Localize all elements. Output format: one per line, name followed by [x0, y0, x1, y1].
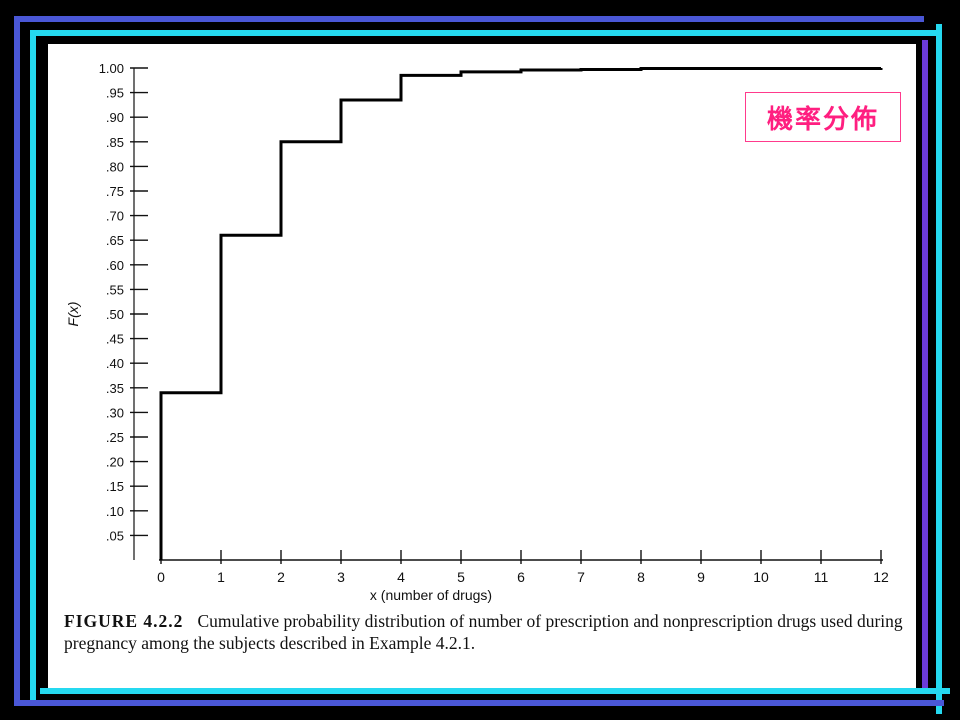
y-tick-label: .75 — [106, 184, 124, 199]
y-axis: .05 .10 .15 .20 .25 .30 .35 .40 .45 .50 .55 .60 .65.… — [99, 61, 148, 560]
x-tick-label: 9 — [697, 569, 705, 585]
caption-text: Cumulative probability distribution of n… — [64, 611, 903, 653]
x-tick-label: 10 — [753, 569, 769, 585]
y-tick-label: .95 — [106, 86, 124, 101]
x-axis: 0 1 2 3 4 5 6 7 8 9 10 11 12 — [157, 550, 889, 585]
frame-bar-top-cyan — [30, 30, 940, 36]
x-tick-label: 8 — [637, 569, 645, 585]
x-tick-label: 7 — [577, 569, 585, 585]
y-tick-label: .60 — [106, 258, 124, 273]
cdf-step-chart: .05 .10 .15 .20 .25 .30 .35 .40 .45 .50 .55 .60 .65.… — [65, 61, 889, 603]
frame-bar-right-violet — [922, 40, 928, 690]
x-tick-label: 1 — [217, 569, 225, 585]
x-tick-label: 11 — [814, 569, 829, 585]
y-tick-label: .35 — [106, 381, 124, 396]
cdf-series — [159, 66, 883, 560]
frame-bar-top-blue — [14, 16, 924, 22]
frame-bar-left-blue — [14, 16, 20, 706]
figure-caption: FIGURE 4.2.2 Cumulative probability distr… — [64, 610, 904, 654]
y-tick-label: .20 — [106, 455, 124, 470]
y-tick-label: .30 — [106, 405, 124, 420]
x-tick-label: 3 — [337, 569, 345, 585]
y-tick-label: .25 — [106, 430, 124, 445]
y-tick-label: .55 — [106, 282, 124, 297]
y-tick-label: .70 — [106, 209, 124, 224]
y-tick-label: .10 — [106, 504, 124, 519]
y-axis-label: F(x) — [65, 302, 81, 327]
x-tick-label: 0 — [157, 569, 165, 585]
y-tick-label: .90 — [106, 110, 124, 125]
x-tick-label: 2 — [277, 569, 285, 585]
x-axis-label: x (number of drugs) — [370, 587, 492, 603]
tag-label: 機率分佈 — [745, 92, 901, 142]
frame-bar-bottom-blue — [14, 700, 944, 706]
slide-panel: .05 .10 .15 .20 .25 .30 .35 .40 .45 .50 .55 .60 .65.… — [48, 44, 916, 688]
y-tick-label: .50 — [106, 307, 124, 322]
y-tick-label: .40 — [106, 356, 124, 371]
y-tick-label: .85 — [106, 135, 124, 150]
y-tick-label: .15 — [106, 479, 124, 494]
y-tick-label: 1.00 — [99, 61, 124, 76]
frame-bar-bottom-cyan — [40, 688, 950, 694]
frame-bar-right-cyan — [936, 24, 942, 714]
y-tick-label: .65 — [106, 233, 124, 248]
x-tick-label: 12 — [873, 569, 889, 585]
figure-label: FIGURE 4.2.2 — [64, 611, 184, 631]
y-tick-label: .80 — [106, 159, 124, 174]
x-tick-label: 5 — [457, 569, 465, 585]
y-tick-label: .45 — [106, 332, 124, 347]
frame-bar-left-cyan — [30, 30, 36, 706]
x-tick-label: 6 — [517, 569, 525, 585]
x-tick-label: 4 — [397, 569, 405, 585]
y-tick-label: .05 — [106, 528, 124, 543]
